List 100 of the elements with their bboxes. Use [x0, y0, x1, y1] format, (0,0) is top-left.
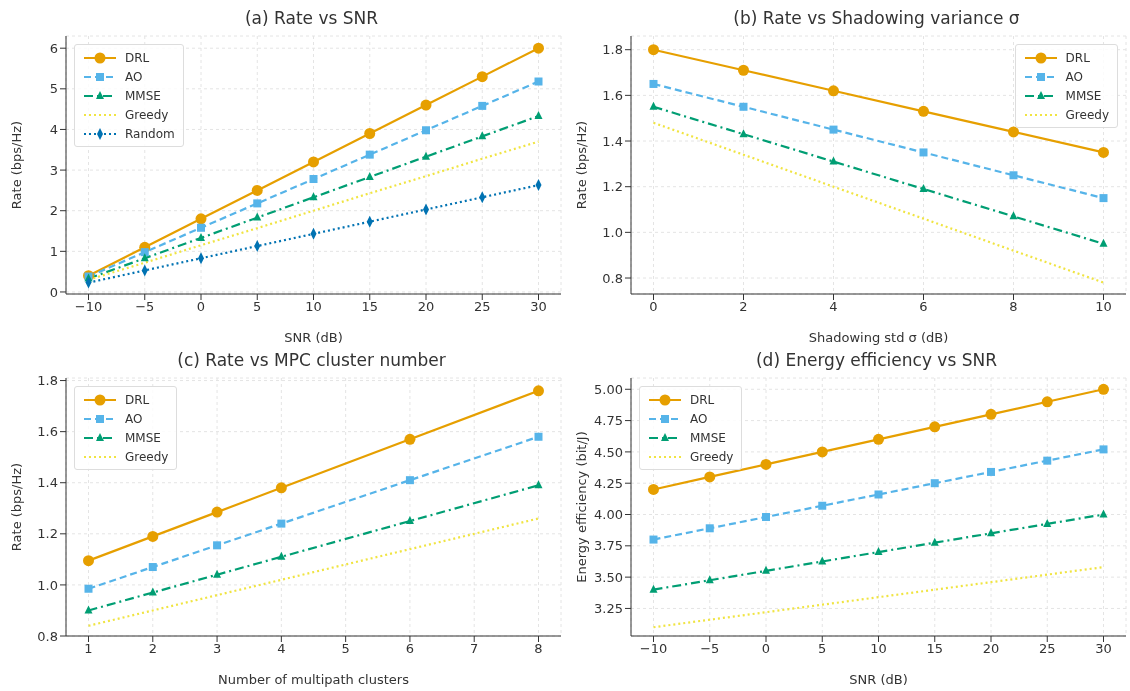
- x-tick-label: 10: [305, 299, 322, 315]
- x-tick-label: 20: [982, 641, 1000, 657]
- legend-label: AO: [125, 69, 143, 84]
- y-tick-label: 1.2: [602, 179, 623, 195]
- point: [140, 248, 149, 257]
- point: [1099, 445, 1108, 454]
- point: [1099, 238, 1108, 247]
- point: [705, 524, 714, 533]
- y-tick-label: 1.4: [602, 133, 623, 149]
- y-tick-label: 5: [49, 81, 58, 97]
- x-tick-label: 5: [818, 641, 827, 657]
- point: [533, 42, 544, 54]
- x-tick-label: 8: [1009, 299, 1018, 315]
- point: [829, 156, 838, 165]
- point: [1043, 456, 1052, 465]
- y-tick-label: 6: [49, 40, 58, 56]
- legend-label: MMSE: [1065, 88, 1102, 103]
- y-tick-label: 1.0: [602, 224, 623, 240]
- legend-label: Greedy: [125, 449, 169, 464]
- x-tick-label: 5: [341, 641, 350, 657]
- x-axis-title: SNR (dB): [284, 330, 343, 345]
- point: [818, 501, 827, 510]
- point: [309, 192, 318, 201]
- legend-label: DRL: [125, 50, 150, 65]
- point: [929, 421, 941, 433]
- y-tick-label: 0.8: [37, 628, 58, 644]
- y-tick-label: 1.4: [37, 475, 58, 491]
- point: [534, 432, 543, 441]
- point: [534, 480, 543, 489]
- point: [1099, 509, 1108, 518]
- y-tick-label: 1.6: [37, 424, 58, 440]
- x-tick-label: 25: [1038, 641, 1056, 657]
- point: [816, 446, 828, 458]
- legend-label: DRL: [690, 392, 715, 407]
- x-tick-label: −5: [135, 299, 155, 315]
- x-tick-label: 10: [870, 641, 887, 657]
- line-series: [652, 121, 1105, 284]
- legend-label: MMSE: [125, 88, 161, 103]
- point: [277, 519, 286, 528]
- point: [649, 584, 658, 593]
- y-tick-label: 4.25: [594, 475, 623, 491]
- y-tick-label: 3: [49, 162, 58, 178]
- point: [1098, 146, 1109, 158]
- x-axis-title: Number of multipath clusters: [218, 672, 410, 687]
- x-tick-label: 7: [470, 641, 479, 657]
- chart-title: (d) Energy efficiency vs SNR: [755, 350, 998, 372]
- y-tick-label: 1.2: [37, 526, 58, 542]
- point: [762, 513, 770, 522]
- y-tick-label: 1.0: [37, 577, 58, 593]
- point: [476, 71, 488, 83]
- point: [422, 126, 430, 135]
- y-tick-label: 2: [49, 203, 58, 219]
- y-axis-title: Energy efficiency (bit/J): [573, 431, 589, 583]
- point: [1009, 211, 1018, 220]
- point: [919, 148, 928, 157]
- legend-label: AO: [1065, 69, 1083, 84]
- legend-label: AO: [690, 411, 708, 426]
- x-tick-label: 4: [829, 299, 838, 315]
- point: [987, 528, 995, 537]
- y-axis-title: Rate (bps/Hz): [573, 120, 589, 210]
- x-tick-label: 0: [649, 299, 658, 315]
- point: [211, 506, 223, 518]
- x-tick-label: 6: [405, 641, 415, 657]
- point: [649, 101, 658, 110]
- point: [874, 490, 883, 499]
- x-tick-label: 2: [148, 641, 157, 657]
- x-tick-label: 15: [361, 299, 379, 315]
- point: [251, 184, 263, 196]
- y-tick-label: 0: [49, 284, 58, 300]
- legend-label: MMSE: [690, 430, 726, 445]
- x-tick-label: 0: [196, 299, 206, 315]
- point: [213, 541, 222, 550]
- point: [195, 213, 207, 225]
- line-series: [652, 566, 1105, 629]
- point: [405, 516, 414, 525]
- point: [84, 605, 93, 614]
- point: [84, 584, 93, 593]
- y-tick-label: 1.8: [37, 373, 58, 389]
- y-tick-label: 1: [49, 243, 58, 259]
- y-tick-label: 3.25: [594, 601, 623, 617]
- point: [930, 479, 939, 488]
- point: [148, 587, 157, 596]
- point: [365, 150, 374, 159]
- point: [918, 105, 929, 117]
- y-tick-label: 3.75: [594, 538, 623, 554]
- x-tick-label: 8: [534, 641, 543, 657]
- point: [1099, 194, 1108, 203]
- point: [478, 101, 487, 110]
- point: [533, 385, 544, 397]
- legend-label: Greedy: [690, 449, 734, 464]
- point: [83, 555, 94, 567]
- x-tick-label: −5: [700, 641, 720, 657]
- legend-label: MMSE: [125, 430, 161, 445]
- x-tick-label: −10: [639, 641, 668, 657]
- point: [213, 569, 222, 578]
- legend-label: DRL: [125, 392, 150, 407]
- x-tick-label: 5: [253, 299, 262, 315]
- chart-title: (c) Rate vs MPC cluster number: [176, 350, 447, 372]
- point: [197, 232, 205, 241]
- x-tick-label: 1: [84, 641, 93, 657]
